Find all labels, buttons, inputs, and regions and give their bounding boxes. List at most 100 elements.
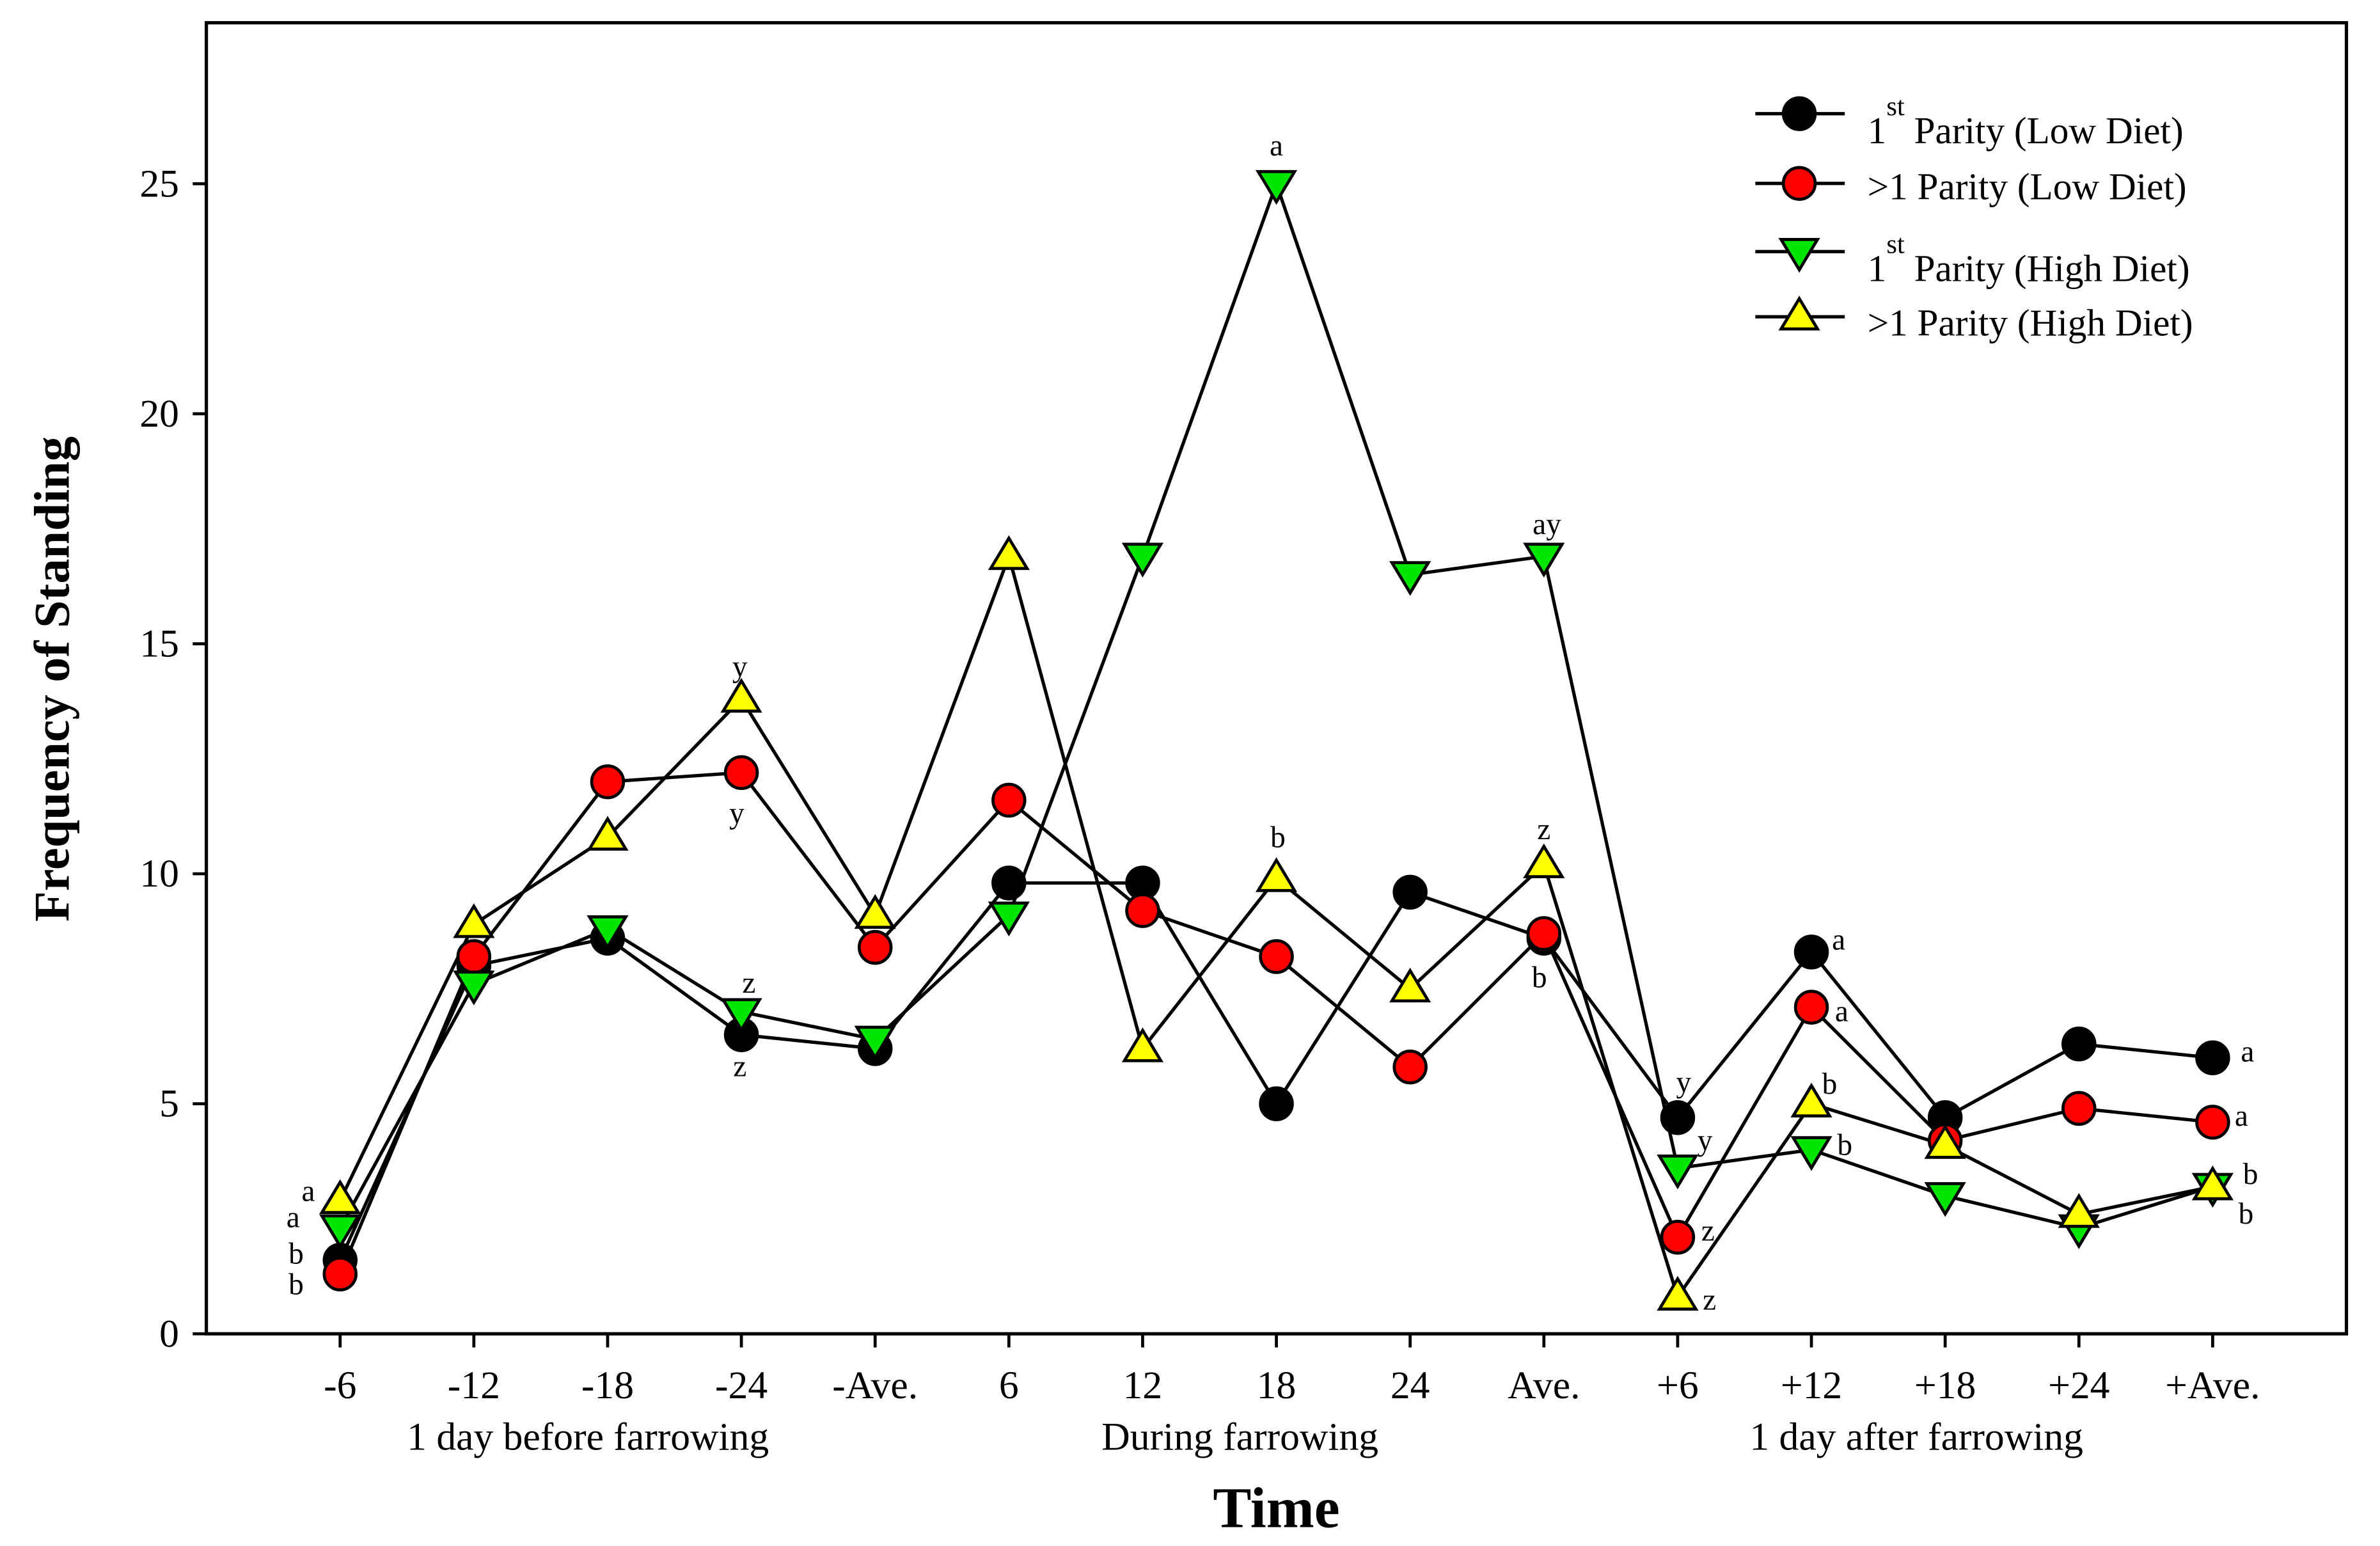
axes: 0 5 10 15 20 25 -6 -12 -18 -24 -Ave. 6 12 18 24 Ave. +6 +…	[139, 20, 2349, 1458]
legend-label: 1st Parity (Low Diet)	[1868, 91, 2184, 151]
series-2-point-3	[590, 764, 626, 800]
annotation-label: a	[2235, 1100, 2248, 1133]
annotation-label: a	[1832, 923, 1845, 956]
series-4-point-1	[319, 1179, 361, 1215]
annotation-label: z	[742, 966, 755, 1000]
series-4-point-8	[1255, 857, 1298, 892]
series-2-point-10	[1526, 916, 1562, 951]
series-2-point-1	[322, 1256, 358, 1292]
legend-label-main: >1 Parity (High Diet)	[1868, 302, 2193, 344]
series-4-point-11	[1657, 1275, 1699, 1311]
series-1-point-11	[1660, 1100, 1696, 1135]
annotation-label: z	[1701, 1215, 1715, 1248]
x-tick-label: 6	[999, 1364, 1019, 1407]
series-4-point-5	[854, 894, 896, 929]
annotation-label: y	[732, 651, 748, 684]
legend-label-main: 1	[1868, 109, 1887, 152]
series-2-point-11	[1660, 1219, 1696, 1255]
annotation-label: b	[1270, 821, 1286, 854]
annotation-label: b	[1837, 1128, 1852, 1162]
annotation-label: ay	[1533, 508, 1561, 541]
series-4-point-2	[453, 903, 495, 938]
annotation-label: z	[733, 1050, 746, 1084]
annotation-label: b	[288, 1238, 304, 1271]
series-1-point-9	[1392, 874, 1428, 910]
x-tick-label: +6	[1657, 1364, 1699, 1407]
x-tick-label: -24	[715, 1364, 768, 1407]
x-tick-label: -12	[448, 1364, 500, 1407]
x-axis-title: Time	[1213, 1476, 1339, 1540]
legend-label: >1 Parity (High Diet)	[1868, 302, 2193, 344]
series-4-point-14	[2058, 1193, 2100, 1228]
annotation-label: z	[1703, 1283, 1716, 1316]
series-3-point-4	[720, 998, 762, 1033]
series-2-point-6	[991, 782, 1027, 818]
x-tick-label: -Ave.	[832, 1364, 918, 1407]
series-4-point-6	[988, 535, 1030, 571]
annotation-label: b	[1822, 1068, 1838, 1101]
series-4-point-4	[720, 677, 762, 713]
x-tick-label: -6	[324, 1364, 356, 1407]
legend-marker	[1781, 166, 1817, 201]
legend-label-superscript: st	[1886, 229, 1905, 259]
series-4-point-7	[1121, 1027, 1164, 1062]
annotation-label: z	[1537, 813, 1550, 846]
series-3-point-11	[1657, 1155, 1699, 1190]
legend-label: >1 Parity (Low Diet)	[1868, 165, 2187, 207]
legend-label-main: >1 Parity (Low Diet)	[1868, 165, 2187, 207]
annotation-label: b	[2239, 1197, 2254, 1231]
legend-marker	[1781, 96, 1817, 131]
series-2-point-7	[1125, 893, 1160, 928]
legend: 1st Parity (Low Diet)>1 Parity (Low Diet…	[1755, 91, 2193, 344]
annotation-label: b	[2243, 1158, 2258, 1191]
series-4-point-10	[1523, 843, 1565, 879]
y-tick-label: 15	[139, 622, 179, 665]
y-tick-label: 25	[139, 162, 179, 205]
series-4-point-12	[1790, 1082, 1832, 1117]
x-group-label: During farrowing	[1101, 1415, 1378, 1458]
y-axis-title: Frequency of Standing	[24, 436, 79, 922]
annotation-label: y	[1698, 1124, 1713, 1158]
series-3-point-6	[988, 901, 1030, 936]
y-tick-label: 5	[159, 1082, 179, 1126]
series-3-point-9	[1389, 561, 1431, 596]
series-2-point-12	[1793, 990, 1829, 1025]
annotation-label: y	[729, 797, 745, 830]
legend-item-4: >1 Parity (High Diet)	[1755, 296, 2193, 344]
series-1-point-12	[1793, 935, 1829, 970]
series-3-point-1	[319, 1214, 361, 1249]
legend-item-2: >1 Parity (Low Diet)	[1755, 165, 2187, 207]
x-tick-label: +12	[1781, 1364, 1842, 1407]
legend-label: 1st Parity (High Diet)	[1868, 229, 2190, 289]
legend-label-rest: Parity (Low Diet)	[1905, 109, 2184, 152]
legend-label-rest: Parity (High Diet)	[1905, 247, 2190, 289]
x-group-label: 1 day after farrowing	[1749, 1415, 2083, 1458]
x-tick-label: -18	[581, 1364, 634, 1407]
y-tick-label: 10	[139, 852, 179, 895]
series-3-point-3	[587, 915, 629, 950]
series-3-point-8	[1255, 170, 1298, 205]
series-4-point-13	[1924, 1124, 1966, 1159]
annotation-label: a	[287, 1201, 300, 1234]
series-2-point-5	[857, 929, 893, 965]
legend-label-main: 1	[1868, 247, 1887, 289]
series-3-point-12	[1790, 1136, 1832, 1171]
series-4-point-9	[1389, 967, 1431, 1003]
y-tick-label: 20	[139, 392, 179, 436]
annotation-label: a	[301, 1174, 315, 1208]
x-group-label: 1 day before farrowing	[407, 1415, 769, 1458]
x-tick-label: 18	[1257, 1364, 1296, 1407]
x-tick-label: 12	[1123, 1364, 1163, 1407]
series-3-point-5	[854, 1025, 896, 1061]
annotation-label: b	[1532, 961, 1547, 994]
series-2-point-2	[456, 939, 492, 974]
series-1-point-14	[2061, 1026, 2097, 1062]
x-tick-label: 24	[1391, 1364, 1430, 1407]
series-4-point-3	[587, 816, 629, 851]
series-markers	[319, 170, 2234, 1311]
series-2-point-4	[723, 755, 759, 791]
y-tick-label: 0	[159, 1312, 179, 1355]
